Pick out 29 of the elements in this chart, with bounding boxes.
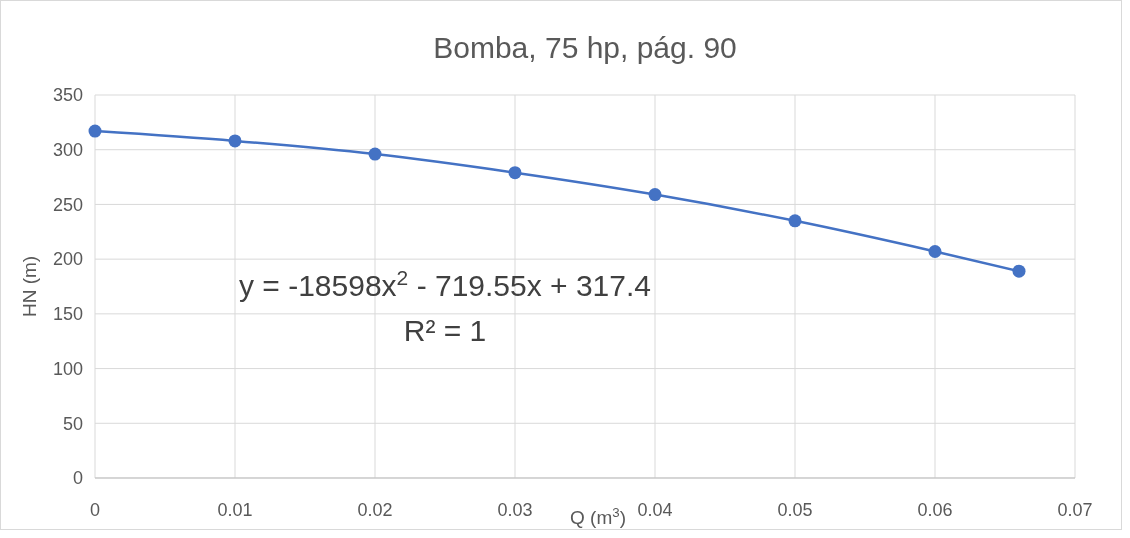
chart-title: Bomba, 75 hp, pág. 90 bbox=[433, 31, 737, 64]
point bbox=[88, 124, 102, 138]
point bbox=[788, 214, 802, 228]
x-tick-label: 0 bbox=[89, 500, 101, 520]
y-tick-label: 100 bbox=[52, 358, 83, 379]
point bbox=[928, 244, 942, 258]
annotation: y = -18598x$^{2}$ - 719.55x + 317.4 bbox=[239, 265, 651, 302]
x-tick-label: 0.03 bbox=[497, 500, 533, 520]
point bbox=[228, 134, 242, 148]
y-tick-label: 350 bbox=[52, 85, 83, 106]
y-tick-label: 150 bbox=[52, 304, 83, 325]
x-tick-label: 0.01 bbox=[217, 500, 253, 520]
y-axis-title: HN (m) bbox=[19, 255, 40, 318]
point bbox=[1012, 264, 1026, 278]
y-tick-label: 50 bbox=[62, 413, 83, 434]
point bbox=[508, 166, 522, 180]
x-tick-label: 0.06 bbox=[917, 500, 953, 520]
x-tick-label: 0.02 bbox=[357, 500, 393, 520]
annotation: R² = 1 bbox=[403, 314, 487, 347]
x-tick-label: 0.07 bbox=[1057, 500, 1093, 520]
point bbox=[368, 147, 382, 161]
y-tick-label: 200 bbox=[52, 249, 83, 270]
point bbox=[648, 188, 662, 202]
x-tick-label: 0.05 bbox=[777, 500, 813, 520]
y-tick-label: 300 bbox=[52, 140, 83, 161]
y-tick-label: 0 bbox=[72, 468, 83, 489]
x-tick-label: 0.04 bbox=[637, 500, 673, 520]
x-axis-title: Q (m$^{3}$) bbox=[570, 504, 626, 528]
y-tick-label: 250 bbox=[52, 194, 83, 215]
